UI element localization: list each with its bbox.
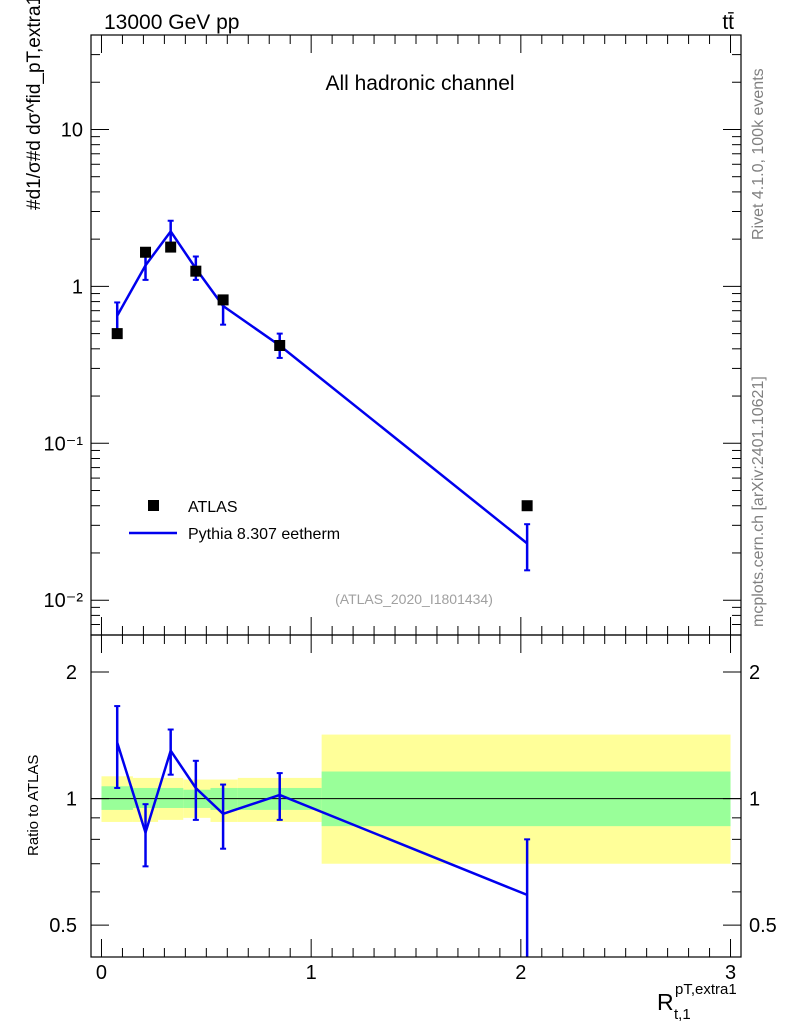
ratio-band-green (132, 787, 159, 808)
x-axis-label-sub: t,1 (674, 1006, 691, 1023)
legend-atlas-marker (148, 500, 159, 511)
ratio-series (114, 705, 531, 957)
atlas-point (217, 294, 229, 306)
main-y-tick-label: 10⁻² (44, 590, 84, 612)
x-tick-label: 2 (515, 962, 526, 984)
ratio-ticks: 0.5 0.5 1 1 2 2 0 1 2 3 (49, 635, 777, 984)
legend: ATLAS Pythia 8.307 eetherm (129, 499, 340, 543)
atlas-point (521, 500, 533, 512)
x-tick-label: 1 (306, 962, 317, 984)
ratio-y-tick-label-left: 1 (66, 789, 77, 811)
ratio-y-tick-label-left: 0.5 (49, 915, 77, 937)
x-tick-label: 0 (96, 962, 107, 984)
main-y-axis-label: #d1/σ#d dσ^fid_pT,extra1 / dR_t,1 (24, 0, 45, 210)
ratio-band-green (101, 786, 133, 810)
ratio-y-axis-label: Ratio to ATLAS (25, 755, 42, 856)
x-axis-label-R: R (657, 989, 674, 1015)
main-ticks: 10⁻² 10⁻¹ 1 10 (44, 34, 741, 636)
main-y-tick-label: 1 (72, 276, 83, 298)
channel-title: All hadronic channel (325, 72, 514, 95)
ratio-bands (91, 734, 741, 864)
x-axis-label-sup: pT,extra1 (675, 981, 737, 998)
atlas-point (190, 265, 202, 277)
energy-label: 13000 GeV pp (104, 11, 239, 34)
ratio-band-green (158, 787, 184, 808)
atlas-point (140, 246, 152, 258)
ratio-panel: 0.5 0.5 1 1 2 2 0 1 2 3 Ratio to ATLAS (25, 634, 777, 984)
x-axis-label: R pT,extra1 t,1 (657, 981, 737, 1023)
analysis-tag: (ATLAS_2020_I1801434) (335, 591, 493, 607)
pythia-line (116, 229, 528, 545)
legend-atlas-label: ATLAS (188, 499, 238, 516)
main-y-tick-label: 10 (61, 119, 83, 141)
source-label: mcplots.cern.ch [arXiv:2401.10621] (750, 376, 767, 627)
x-tick-label: 3 (725, 962, 736, 984)
legend-pythia-label: Pythia 8.307 eetherm (188, 526, 340, 543)
main-series (111, 219, 533, 572)
ratio-y-tick-label-right: 0.5 (749, 915, 777, 937)
ratio-y-tick-label-right: 1 (749, 789, 760, 811)
main-panel: 10⁻² 10⁻¹ 1 10 All hadronic channel (ATLAS_… (24, 0, 742, 636)
main-y-label-text: #d1/σ#d dσ^fid_pT,extra1 / dR_t,1 (24, 0, 45, 210)
atlas-point (111, 328, 123, 340)
ratio-frame (90, 634, 742, 958)
rivet-version-label: Rivet 4.1.0, 100k events (750, 68, 767, 240)
main-y-tick-label: 10⁻¹ (44, 433, 84, 455)
main-frame (90, 34, 742, 636)
atlas-point (274, 339, 286, 351)
atlas-point (165, 241, 177, 253)
ratio-y-tick-label-right: 2 (749, 662, 760, 684)
ratio-y-tick-label-left: 2 (66, 662, 77, 684)
process-label: tt̄ (722, 11, 734, 34)
